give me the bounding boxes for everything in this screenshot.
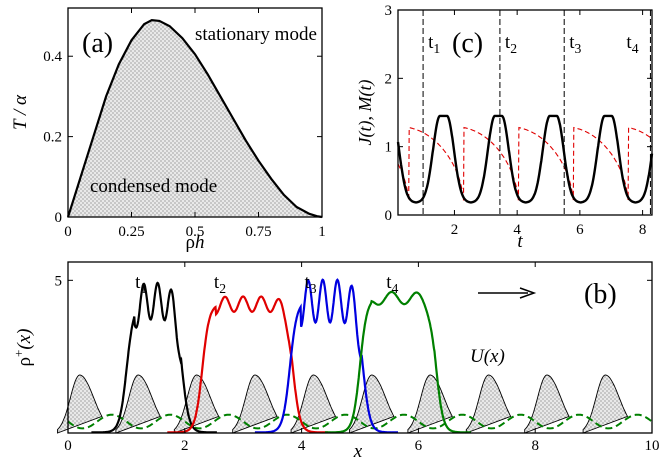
x-tick-label-b: 4 — [298, 438, 306, 454]
marker-label-t4: t4 — [626, 32, 638, 56]
axes-frame-c — [397, 9, 653, 216]
marker-label-t1: t1 — [428, 32, 440, 56]
x-tick-label-b: 6 — [415, 438, 423, 454]
density-snapshot-t3 — [254, 278, 398, 434]
x-tick-label-b: 10 — [645, 438, 660, 454]
x-axis-label-c: t — [517, 231, 523, 252]
y-tick-label-c: 3 — [385, 3, 393, 19]
y-axis-label-b: ρ+(x) — [11, 329, 35, 367]
x-tick-label-c: 4 — [513, 222, 521, 238]
y-tick-label-a: 0.4 — [43, 49, 62, 65]
x-tick-label-c: 6 — [576, 222, 584, 238]
y-tick-label-c: 0 — [385, 208, 393, 224]
drift-arrow-head — [519, 287, 537, 299]
potential-hump — [57, 374, 103, 434]
x-axis-label-b: x — [353, 441, 363, 460]
phase-boundary-curve — [66, 18, 323, 219]
snapshot-label-t3: t3 — [304, 272, 316, 296]
axes-frame-b — [67, 261, 653, 434]
series-J-solid — [396, 114, 654, 204]
panel-b: t1 t2 t3 t4 0 2 4 6 8 10 5 x ρ+(x) U(x) (b) — [11, 261, 660, 460]
y-tick-label-a: 0.2 — [43, 130, 62, 146]
snapshot-label-t1: t1 — [135, 272, 147, 296]
x-tick-label-a: 1 — [318, 224, 326, 240]
panel-c: t1 t2 t3 t4 2 4 6 8 0 1 2 3 t J(t), M(t) (c) — [355, 3, 654, 252]
series-M-dashed — [397, 126, 653, 201]
y-axis-label-a: T / α — [10, 94, 31, 130]
potential-hump — [173, 374, 220, 434]
panel-a: 0 0.25 0.5 0.75 1 0 0.2 0.4 ρh T / α (a) stationary… — [10, 7, 326, 253]
density-snapshot-t4 — [325, 290, 471, 434]
x-tick-label-a: 0.5 — [186, 224, 205, 240]
x-tick-label-a: 0 — [64, 224, 72, 240]
density-snapshot-t1 — [91, 281, 217, 434]
x-tick-label-b: 2 — [181, 438, 189, 454]
x-tick-label-c: 2 — [451, 222, 459, 238]
y-axis-label-c: J(t), M(t) — [355, 80, 376, 146]
marker-label-t3: t3 — [569, 32, 581, 56]
x-tick-label-b: 0 — [64, 438, 72, 454]
condensed-mode-label: condensed mode — [90, 176, 217, 197]
potential-hump — [582, 374, 629, 434]
y-tick-label-b: 5 — [55, 273, 63, 289]
potential-hump — [465, 374, 512, 434]
potential-label: U(x) — [470, 346, 505, 367]
density-snapshot-t2 — [167, 295, 328, 434]
snapshot-label-t4: t4 — [386, 272, 398, 296]
panel-label-c: (c) — [452, 28, 483, 59]
x-tick-label-a: 0.25 — [118, 224, 144, 240]
dashed-green-wave — [67, 413, 653, 430]
x-tick-label-a: 0.75 — [245, 224, 271, 240]
marker-label-t2: t2 — [505, 32, 517, 56]
x-tick-label-b: 8 — [531, 438, 539, 454]
stationary-mode-label: stationary mode — [195, 24, 317, 45]
x-tick-label-c: 8 — [639, 222, 647, 238]
x-axis-label-a: ρh — [186, 232, 205, 253]
snapshot-label-t2: t2 — [214, 272, 226, 296]
panel-label-a: (a) — [82, 28, 113, 59]
y-tick-label-a: 0 — [55, 210, 63, 226]
condensed-region — [68, 20, 322, 217]
potential-hump — [232, 374, 278, 434]
panel-label-b: (b) — [584, 279, 617, 310]
y-tick-label-c: 2 — [385, 71, 393, 87]
y-tick-label-c: 1 — [385, 140, 393, 156]
potential-hump — [524, 374, 570, 434]
